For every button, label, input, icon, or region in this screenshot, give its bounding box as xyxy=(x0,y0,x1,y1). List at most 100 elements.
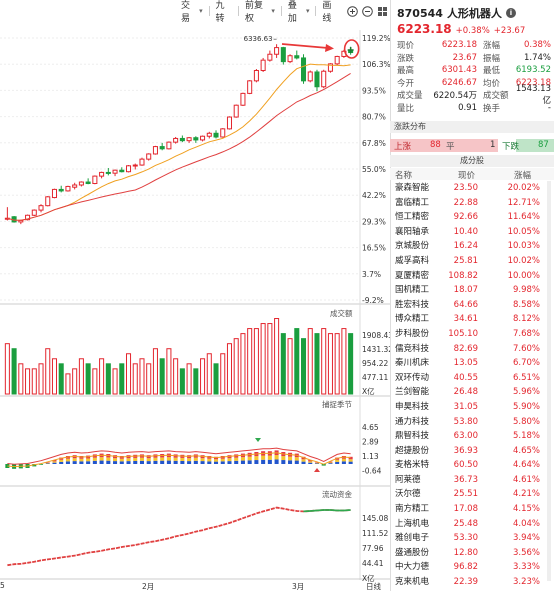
cycle-bar xyxy=(139,460,144,464)
stat-key: 振幅 xyxy=(483,53,501,64)
component-row[interactable]: 步科股份 105.10 7.68% xyxy=(390,327,554,342)
volume-bar xyxy=(112,368,118,395)
minus-icon[interactable] xyxy=(362,5,373,17)
candle xyxy=(301,57,307,82)
cycle-bar xyxy=(261,455,266,460)
component-change: 4.04% xyxy=(512,518,540,529)
volume-bar xyxy=(45,348,51,395)
toolbar-overlay-label: 叠加 xyxy=(287,1,297,24)
cycle-bar xyxy=(341,461,346,464)
volume-bar xyxy=(206,353,212,395)
component-row[interactable]: 鼎智科技 63.00 5.18% xyxy=(390,429,554,444)
current-price: 6223.18 xyxy=(397,22,452,36)
cycle-bar xyxy=(240,457,245,461)
chart-toolbar: 交易 ▾ 九转 前复权 ▾ 叠加 ▾ 画线 xyxy=(175,1,390,24)
y-tick-label: 80.7% xyxy=(362,113,386,122)
cycle-tick-label: 4.65 xyxy=(362,423,379,432)
component-row[interactable]: 上海机电 25.48 4.04% xyxy=(390,517,554,532)
cycle-bar xyxy=(59,459,64,462)
component-row[interactable]: 超捷股份 36.93 4.65% xyxy=(390,444,554,459)
column-name[interactable]: 名称 xyxy=(395,171,413,181)
component-row[interactable]: 雅创电子 53.30 3.94% xyxy=(390,531,554,546)
component-row[interactable]: 博众精工 34.61 8.12% xyxy=(390,312,554,327)
component-row[interactable]: 恒工精密 92.66 11.64% xyxy=(390,210,554,225)
cycle-bar xyxy=(220,458,225,462)
component-row[interactable]: 克来机电 22.39 3.23% xyxy=(390,575,554,590)
candle xyxy=(132,164,138,167)
cycle-bar xyxy=(86,458,91,462)
component-price: 34.61 xyxy=(453,314,478,325)
component-price: 40.55 xyxy=(453,372,478,383)
component-row[interactable]: 双环传动 40.55 6.51% xyxy=(390,371,554,386)
toolbar-overlay[interactable]: 叠加 ▾ xyxy=(282,0,316,24)
grid-icon[interactable] xyxy=(377,5,388,17)
component-name: 胜宏科技 xyxy=(395,299,430,310)
component-name: 京城股份 xyxy=(395,241,430,252)
cycle-bar xyxy=(321,464,326,466)
rise-bar xyxy=(390,139,498,152)
component-price: 17.08 xyxy=(453,504,478,515)
toolbar-nine-turn[interactable]: 九转 xyxy=(210,0,239,24)
component-name: 双环传动 xyxy=(395,372,430,383)
candle xyxy=(159,146,165,150)
component-row[interactable]: 威孚高科 25.81 10.02% xyxy=(390,254,554,269)
toolbar-draw[interactable]: 画线 xyxy=(316,0,345,24)
candle xyxy=(38,205,44,211)
period-label[interactable]: 日线 xyxy=(366,582,381,591)
cycle-bar xyxy=(193,460,198,464)
cycle-bar xyxy=(113,461,118,464)
chart-area[interactable]: 交易 ▾ 九转 前复权 ▾ 叠加 ▾ 画线 119.2% 106.3% 93.5% 80.7… xyxy=(0,0,390,591)
component-row[interactable]: 中大力德 96.82 3.33% xyxy=(390,560,554,575)
volume-bar xyxy=(166,348,172,395)
component-row[interactable]: 国机精工 18.07 9.98% xyxy=(390,283,554,298)
candle xyxy=(274,47,280,55)
component-row[interactable]: 儒竞科技 82.69 7.60% xyxy=(390,342,554,357)
info-icon[interactable]: i xyxy=(505,8,516,18)
cycle-bar xyxy=(146,461,151,464)
candle xyxy=(72,184,78,188)
cycle-bar xyxy=(328,462,333,464)
toolbar-adjust[interactable]: 前复权 ▾ xyxy=(239,0,281,24)
chart-canvas: 119.2% 106.3% 93.5% 80.7% 67.8% 55.0% 42.2% 29.… xyxy=(0,30,390,583)
price-row: 6223.18 +0.38% +23.67 xyxy=(397,22,525,36)
y-tick-label: 16.5% xyxy=(362,244,386,253)
component-row[interactable]: 夏厦精密 108.82 10.00% xyxy=(390,269,554,284)
component-row[interactable]: 襄阳轴承 10.40 10.05% xyxy=(390,225,554,240)
component-name: 恒工精密 xyxy=(395,212,430,223)
component-row[interactable]: 秦川机床 13.05 6.70% xyxy=(390,356,554,371)
chevron-down-icon: ▾ xyxy=(271,7,275,15)
component-row[interactable]: 京城股份 16.24 10.03% xyxy=(390,239,554,254)
cycle-bar xyxy=(214,459,219,462)
component-change: 4.65% xyxy=(512,445,540,456)
component-row[interactable]: 麦格米特 60.50 4.64% xyxy=(390,458,554,473)
stat-key: 量比 xyxy=(397,103,415,114)
component-row[interactable]: 胜宏科技 64.66 8.58% xyxy=(390,298,554,313)
plus-icon[interactable] xyxy=(347,5,358,17)
cycle-bar xyxy=(173,460,178,464)
quote-stat-row: 现价 6223.18 涨幅 0.38% xyxy=(397,39,551,52)
component-price: 25.51 xyxy=(453,489,478,500)
component-row[interactable]: 豪森智能 23.50 20.02% xyxy=(390,181,554,196)
component-row[interactable]: 申昊科技 31.05 5.90% xyxy=(390,400,554,415)
index-title: 870544 人形机器人 i xyxy=(397,5,516,21)
column-price[interactable]: 现价 xyxy=(458,171,476,181)
cycle-bar xyxy=(314,462,319,464)
component-row[interactable]: 盛通股份 12.80 3.56% xyxy=(390,546,554,561)
component-name: 秦川机床 xyxy=(395,358,430,369)
cycle-bar xyxy=(153,460,158,464)
component-row[interactable]: 兰剑智能 26.48 5.96% xyxy=(390,385,554,400)
component-row[interactable]: 沃尔德 25.51 4.21% xyxy=(390,487,554,502)
component-price: 12.80 xyxy=(453,547,478,558)
volume-bar xyxy=(307,328,313,395)
component-row[interactable]: 阿莱德 36.73 4.61% xyxy=(390,473,554,488)
candle xyxy=(51,188,58,199)
column-change[interactable]: 涨幅 xyxy=(514,171,532,181)
cycle-bar xyxy=(328,461,333,463)
component-row[interactable]: 通力科技 53.80 5.80% xyxy=(390,415,554,430)
component-row[interactable]: 富临精工 22.88 12.71% xyxy=(390,196,554,211)
component-row[interactable]: 南方精工 17.08 4.15% xyxy=(390,502,554,517)
stat-key: 涨跌 xyxy=(397,53,415,64)
toolbar-trade[interactable]: 交易 ▾ xyxy=(175,0,209,24)
scrollbar[interactable] xyxy=(547,181,551,581)
component-name: 富临精工 xyxy=(395,197,430,208)
